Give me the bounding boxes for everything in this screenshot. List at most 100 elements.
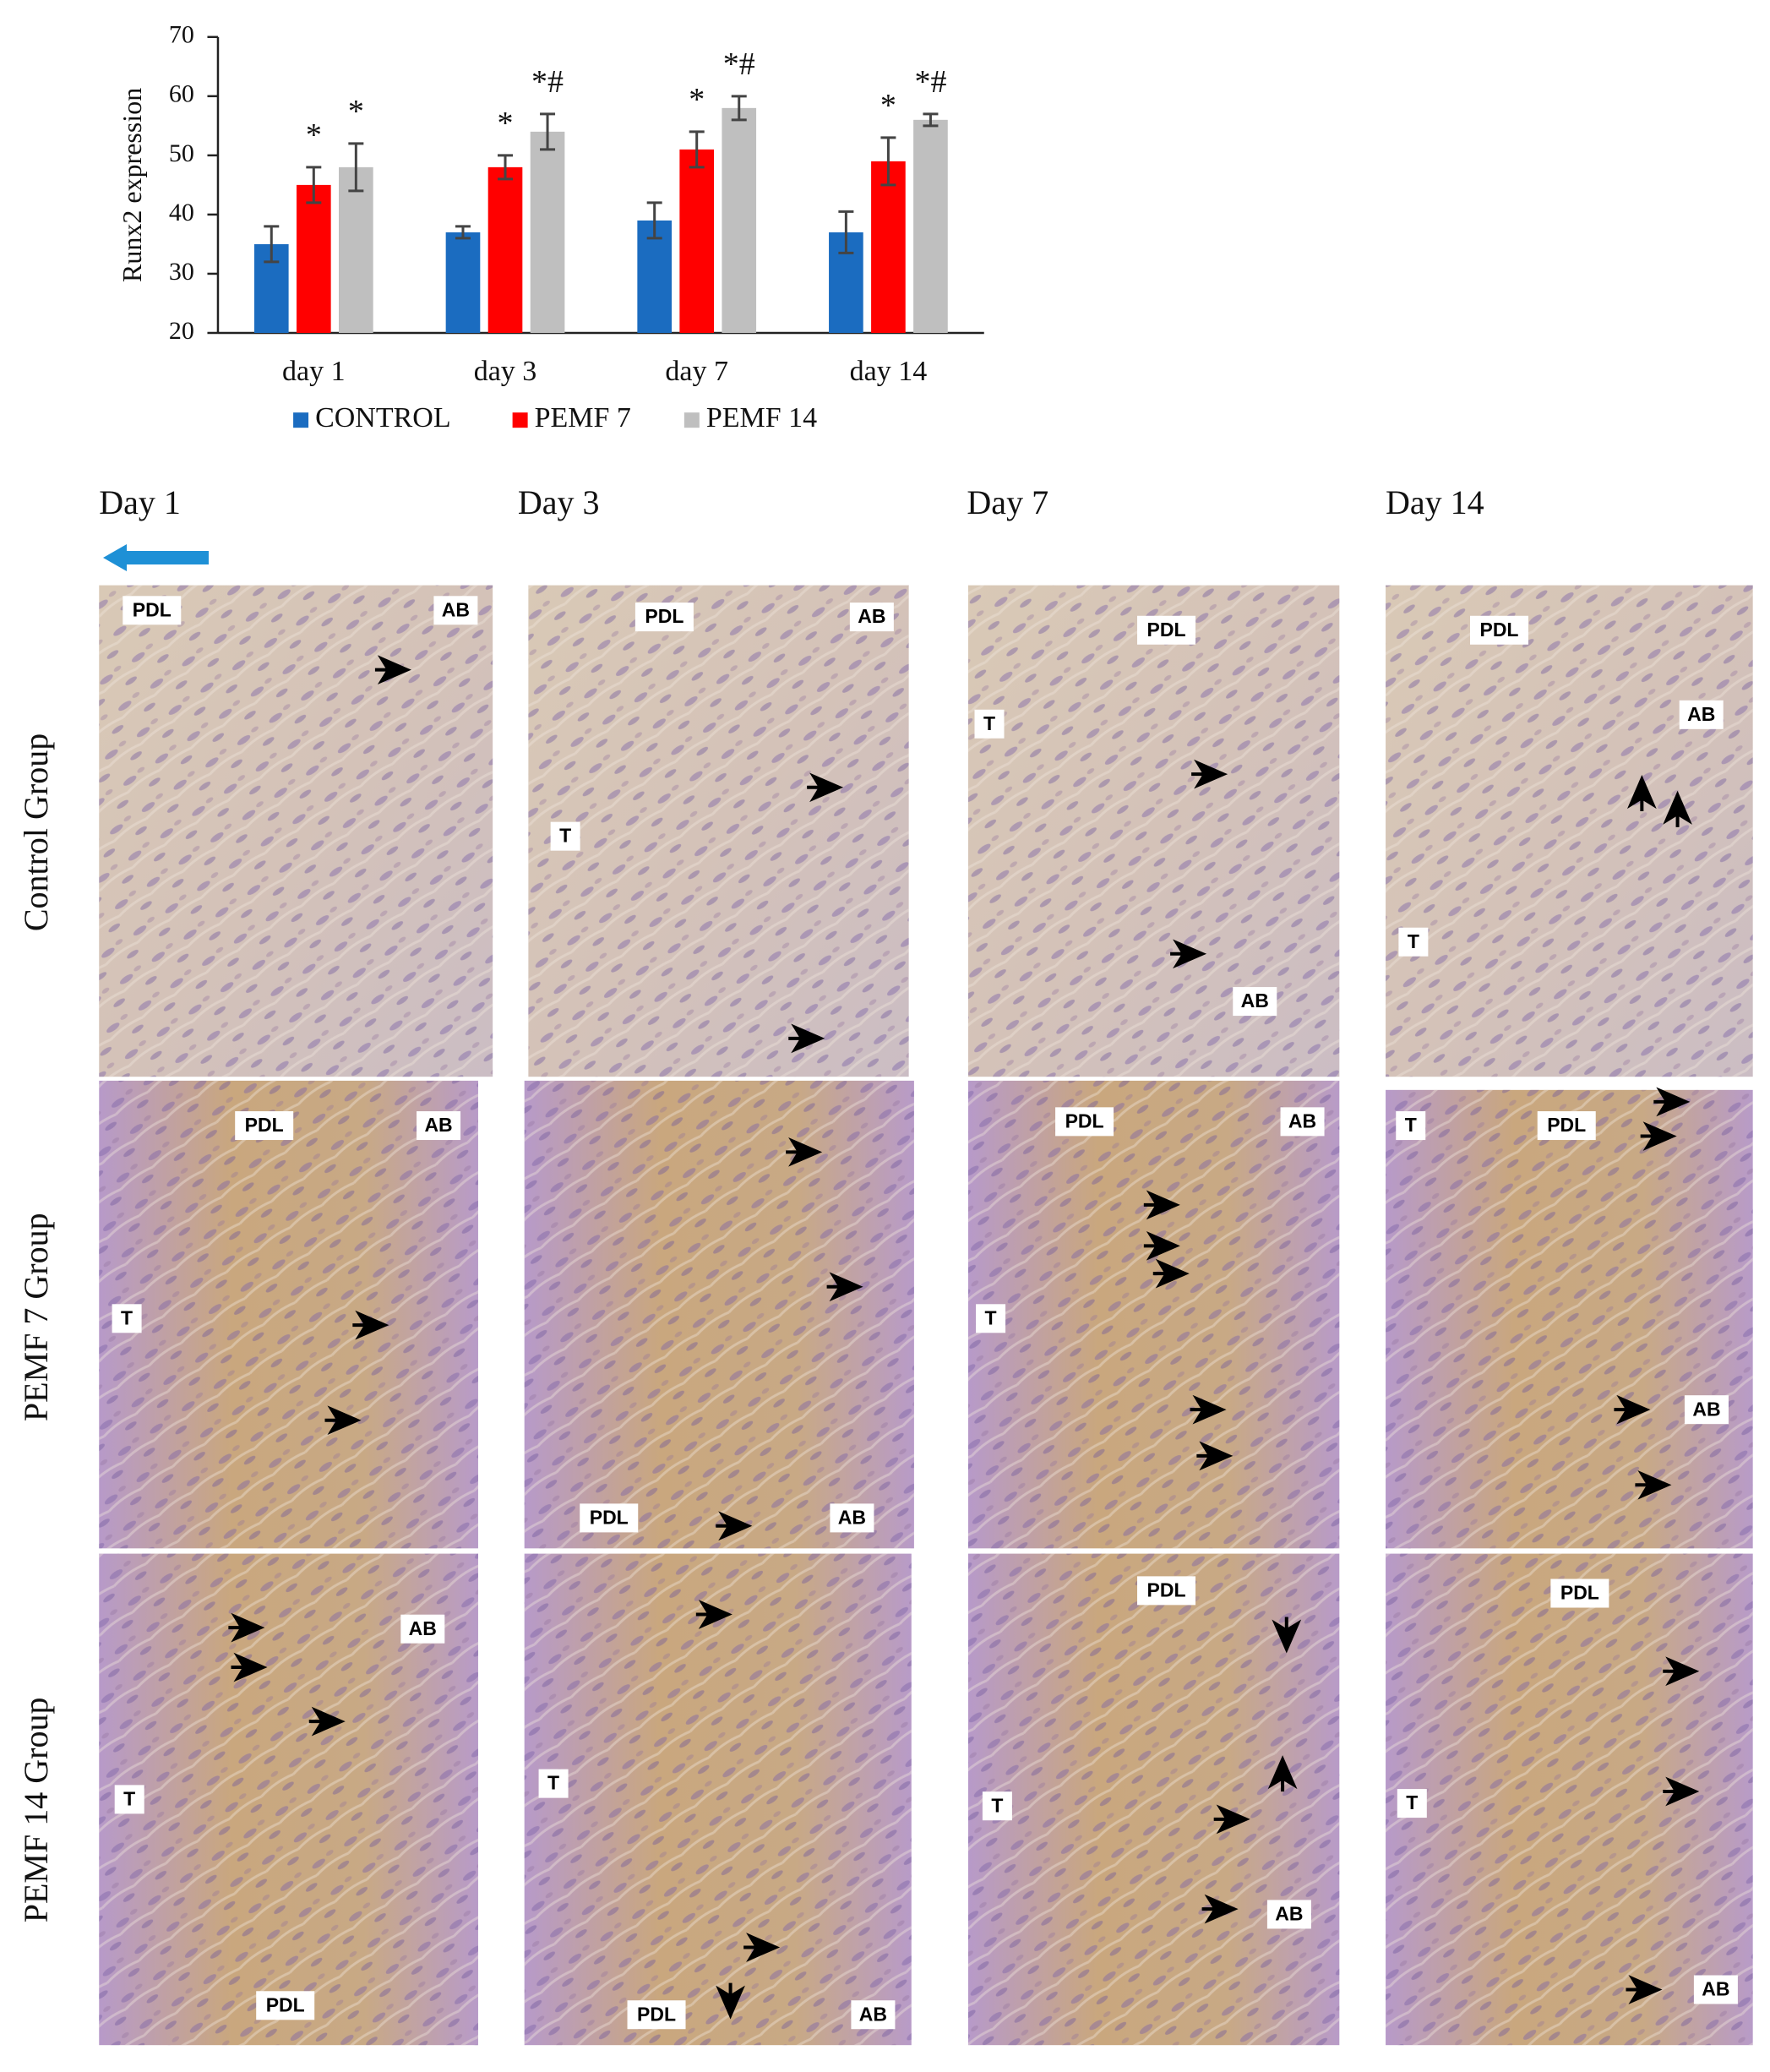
region-label: T (1408, 930, 1419, 952)
label-box (849, 603, 894, 632)
pointer-arrow (1170, 939, 1207, 969)
label-box (1397, 1789, 1427, 1818)
pointer-arrow (1653, 1087, 1691, 1117)
region-label: PDL (133, 598, 172, 620)
label-box (976, 1304, 1006, 1333)
region-label: AB (859, 2003, 887, 2025)
micrograph-texture (1386, 1553, 1753, 2046)
label-box (1137, 1576, 1196, 1606)
region-label: AB (1288, 1110, 1316, 1131)
label-box (400, 1614, 445, 1644)
region-label: PDL (590, 1506, 629, 1528)
pointer-arrow (324, 1405, 362, 1436)
region-label: AB (838, 1506, 866, 1528)
label-box (433, 596, 478, 625)
pointer-arrow (826, 1272, 863, 1302)
region-label: AB (1702, 1978, 1729, 2000)
region-label: PDL (637, 2003, 676, 2025)
label-box (974, 709, 1005, 739)
label-box (114, 1785, 144, 1814)
region-label: T (985, 1306, 997, 1328)
label-box (580, 1503, 639, 1533)
pointer-arrow (1614, 1394, 1651, 1425)
significance-mark: * (689, 82, 705, 117)
legend-label: CONTROL (315, 402, 451, 433)
region-label: T (991, 1794, 1003, 1816)
micrograph-texture (967, 1553, 1340, 2046)
label-box (830, 1503, 874, 1533)
pointer-arrow (743, 1933, 781, 1962)
pointer-arrow (1663, 1656, 1700, 1687)
region-label: AB (424, 1114, 452, 1136)
error-bar (646, 201, 662, 240)
micrograph-texture (967, 585, 1340, 1077)
label-box (1280, 1107, 1325, 1137)
significance-mark: * (306, 117, 322, 153)
error-bar (306, 166, 322, 204)
label-box (634, 603, 694, 632)
x-tick-label: day 3 (474, 356, 537, 387)
micrograph-texture (524, 1553, 912, 2046)
y-tick-label: 30 (169, 258, 194, 286)
pointer-arrow (716, 1982, 745, 2020)
significance-mark: * (498, 106, 514, 141)
bar (530, 131, 565, 333)
y-tick-label: 50 (169, 139, 194, 167)
bar (913, 119, 948, 333)
micrograph-texture (1386, 1089, 1753, 1549)
legend-swatch (512, 412, 528, 428)
y-tick-label: 70 (169, 21, 194, 49)
label-box (1550, 1579, 1609, 1608)
pointer-arrow (1152, 1258, 1190, 1289)
significance-mark: * (348, 94, 364, 129)
label-box (1396, 1111, 1426, 1141)
region-label: PDL (1547, 1114, 1586, 1136)
significance-mark: *# (531, 64, 564, 100)
pointer-arrow (1201, 1894, 1239, 1924)
label-box (1684, 1395, 1729, 1425)
region-label: AB (1275, 1902, 1303, 1924)
pointer-arrow (1190, 1394, 1227, 1425)
region-label: PDL (245, 1114, 284, 1136)
y-tick-label: 20 (169, 317, 194, 345)
pointer-arrow (1640, 1121, 1677, 1151)
pointer-arrow (308, 1706, 346, 1737)
label-box (417, 1111, 461, 1141)
y-axis-label: Runx2 expression (117, 88, 147, 282)
label-box (851, 2000, 896, 2030)
region-label: T (121, 1306, 133, 1328)
label-box (1398, 927, 1429, 957)
pointer-arrow (1626, 1975, 1663, 2004)
bar (339, 166, 373, 333)
pointer-arrow (1663, 1776, 1700, 1807)
pointer-arrow (352, 1310, 389, 1340)
error-bar (264, 225, 280, 264)
region-label: T (983, 712, 995, 734)
significance-mark: *# (723, 46, 755, 82)
bar (722, 107, 757, 333)
pointer-arrow (231, 1652, 268, 1682)
pointer-arrow (1663, 790, 1692, 827)
region-label: AB (442, 598, 470, 620)
label-box (256, 1991, 315, 2020)
pointer-arrow (1191, 759, 1228, 789)
bar (679, 149, 715, 333)
region-label: AB (1687, 703, 1715, 725)
pointer-arrow (1626, 775, 1657, 812)
region-label: PDL (1147, 619, 1186, 641)
pointer-arrow (788, 1023, 825, 1054)
error-bar (455, 225, 471, 240)
region-label: PDL (1147, 1579, 1186, 1600)
pointer-arrow (786, 1137, 823, 1167)
pointer-arrow (1143, 1190, 1180, 1220)
x-tick-label: day 14 (850, 356, 928, 387)
region-label: AB (858, 605, 885, 627)
bar (871, 161, 906, 333)
pointer-arrow (695, 1600, 733, 1629)
pointer-arrow (1143, 1230, 1180, 1261)
pointer-arrow (716, 1511, 753, 1541)
region-label: T (559, 825, 571, 847)
region-label: AB (409, 1617, 437, 1639)
pointer-arrow (807, 772, 844, 803)
